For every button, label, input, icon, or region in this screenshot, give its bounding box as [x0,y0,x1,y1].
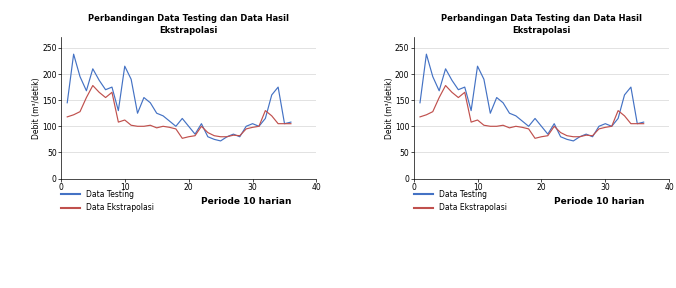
Title: Perbandingan Data Testing dan Data Hasil
Ekstrapolasi: Perbandingan Data Testing dan Data Hasil… [441,14,642,35]
Legend: Data Testing, Data Ekstrapolasi: Data Testing, Data Ekstrapolasi [414,190,507,213]
Text: Periode 10 harian: Periode 10 harian [554,197,645,206]
Title: Perbandingan Data Testing dan Data Hasil
Ekstrapolasi: Perbandingan Data Testing dan Data Hasil… [88,14,289,35]
Y-axis label: Debit (m³/detik): Debit (m³/detik) [385,77,393,139]
Legend: Data Testing, Data Ekstrapolasi: Data Testing, Data Ekstrapolasi [61,190,154,213]
Y-axis label: Debit (m³/detik): Debit (m³/detik) [32,77,41,139]
Text: Periode 10 harian: Periode 10 harian [201,197,292,206]
